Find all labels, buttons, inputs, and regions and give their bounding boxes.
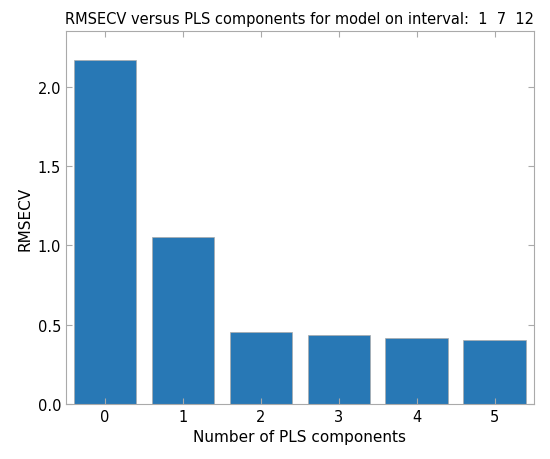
Bar	[230, 332, 292, 404]
Bar	[74, 61, 136, 404]
Bar	[307, 335, 370, 404]
Y-axis label: RMSECV: RMSECV	[17, 186, 32, 250]
Bar	[152, 237, 214, 404]
Bar	[463, 340, 526, 404]
X-axis label: Number of PLS components: Number of PLS components	[193, 429, 406, 444]
Bar	[386, 338, 448, 404]
Title: RMSECV versus PLS components for model on interval:  1  7  12: RMSECV versus PLS components for model o…	[65, 12, 534, 27]
